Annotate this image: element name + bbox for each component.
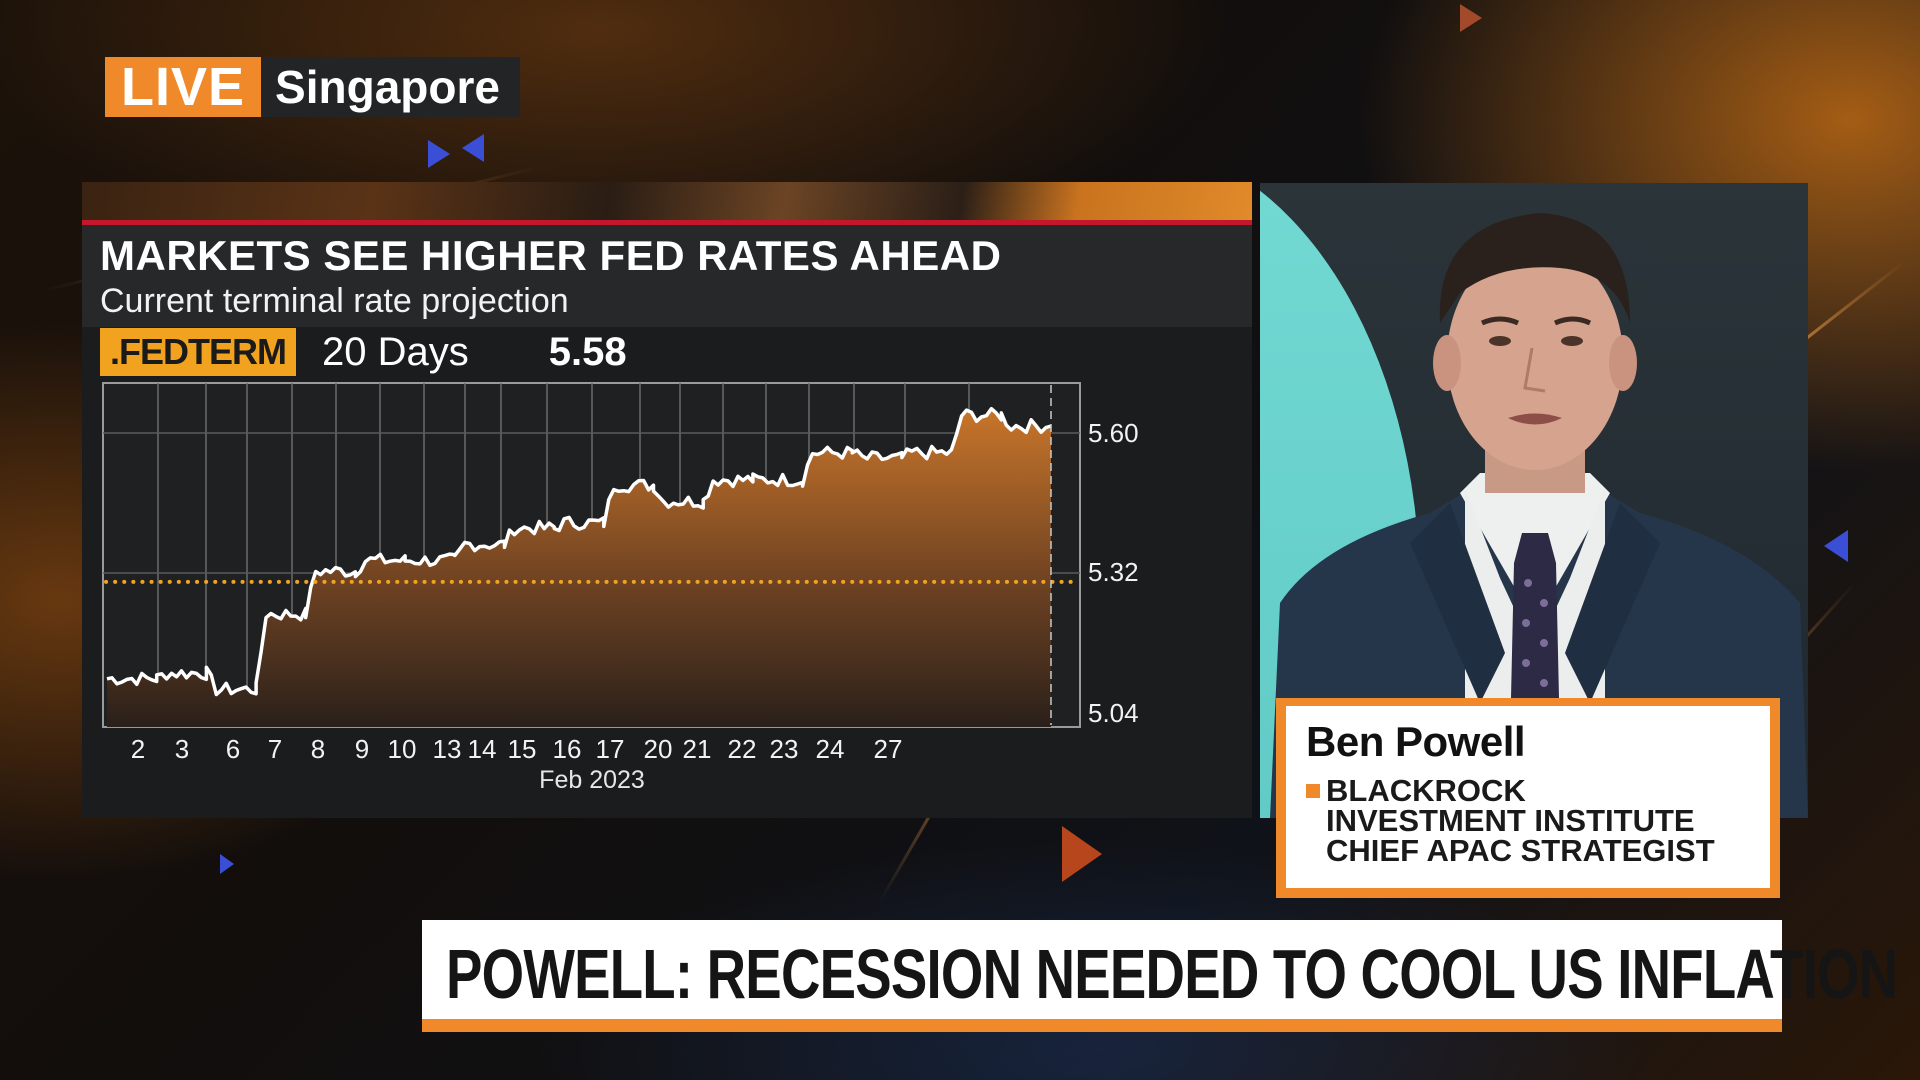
- guest-title-line: BLACKROCK: [1326, 773, 1526, 808]
- y-tick-label: 5.04: [1088, 698, 1139, 728]
- ticker-row: .FEDTERM 20 Days 5.58: [100, 327, 627, 377]
- live-badge: LIVE: [105, 57, 262, 117]
- x-tick-label: 22: [727, 734, 757, 764]
- x-tick-label: 3: [174, 734, 190, 764]
- live-location-bug: LIVE Singapore: [105, 57, 520, 117]
- decorative-triangle-icon: [462, 134, 484, 162]
- decorative-triangle-icon: [428, 140, 450, 168]
- chart-subtitle: Current terminal rate projection: [100, 282, 569, 320]
- ticker-last-value: 5.58: [548, 329, 627, 374]
- headline-text: POWELL: RECESSION NEEDED TO COOL US INFL…: [446, 935, 1898, 1013]
- x-tick-label: 23: [769, 734, 799, 764]
- x-tick-label: 21: [682, 734, 712, 764]
- ticker-badge: .FEDTERM: [100, 328, 296, 376]
- x-tick-label: 20: [643, 734, 673, 764]
- rate-chart-plot: [102, 382, 1081, 728]
- x-tick-label: 10: [387, 734, 417, 764]
- x-tick-label: 7: [267, 734, 283, 764]
- guest-name-card: Ben Powell BLACKROCK INVESTMENT INSTITUT…: [1276, 698, 1780, 898]
- decorative-triangle-icon: [1062, 826, 1102, 882]
- chart-panel: MARKETS SEE HIGHER FED RATES AHEAD Curre…: [82, 182, 1252, 818]
- decorative-triangle-icon: [220, 854, 234, 874]
- guest-name: Ben Powell: [1306, 718, 1526, 765]
- x-axis-title: Feb 2023: [539, 766, 645, 794]
- headline-accent-bar: [422, 1019, 1782, 1032]
- x-tick-label: 27: [873, 734, 903, 764]
- x-tick-label: 15: [507, 734, 537, 764]
- x-tick-label: 17: [595, 734, 625, 764]
- y-tick-label: 5.32: [1088, 557, 1139, 587]
- y-tick-label: 5.60: [1088, 418, 1139, 448]
- x-tick-label: 8: [310, 734, 326, 764]
- rate-area-fill: [107, 408, 1051, 727]
- guest-title-line: CHIEF APAC STRATEGIST: [1326, 833, 1715, 868]
- x-tick-label: 6: [225, 734, 241, 764]
- x-tick-label: 24: [815, 734, 845, 764]
- rate-line: [106, 406, 1052, 697]
- x-tick-label: 9: [354, 734, 370, 764]
- x-tick-label: 14: [467, 734, 497, 764]
- ticker-period: 20 Days: [322, 329, 469, 374]
- chart-panel-top-band: [82, 182, 1252, 220]
- headline-banner: POWELL: RECESSION NEEDED TO COOL US INFL…: [422, 920, 1898, 1032]
- accent-line: [82, 220, 1252, 225]
- guest-title: BLACKROCK INVESTMENT INSTITUTE CHIEF APA…: [1326, 773, 1715, 868]
- bullet-square-icon: [1306, 784, 1320, 798]
- chart-title: MARKETS SEE HIGHER FED RATES AHEAD: [100, 232, 1002, 279]
- x-tick-label: 2: [130, 734, 146, 764]
- location-label: Singapore: [261, 57, 520, 117]
- guest-title-line: INVESTMENT INSTITUTE: [1326, 803, 1695, 838]
- x-tick-label: 13: [432, 734, 462, 764]
- decorative-triangle-icon: [1824, 530, 1848, 562]
- chart-header-area: [82, 225, 1252, 327]
- decorative-triangle-icon: [1460, 4, 1482, 32]
- x-tick-label: 16: [552, 734, 582, 764]
